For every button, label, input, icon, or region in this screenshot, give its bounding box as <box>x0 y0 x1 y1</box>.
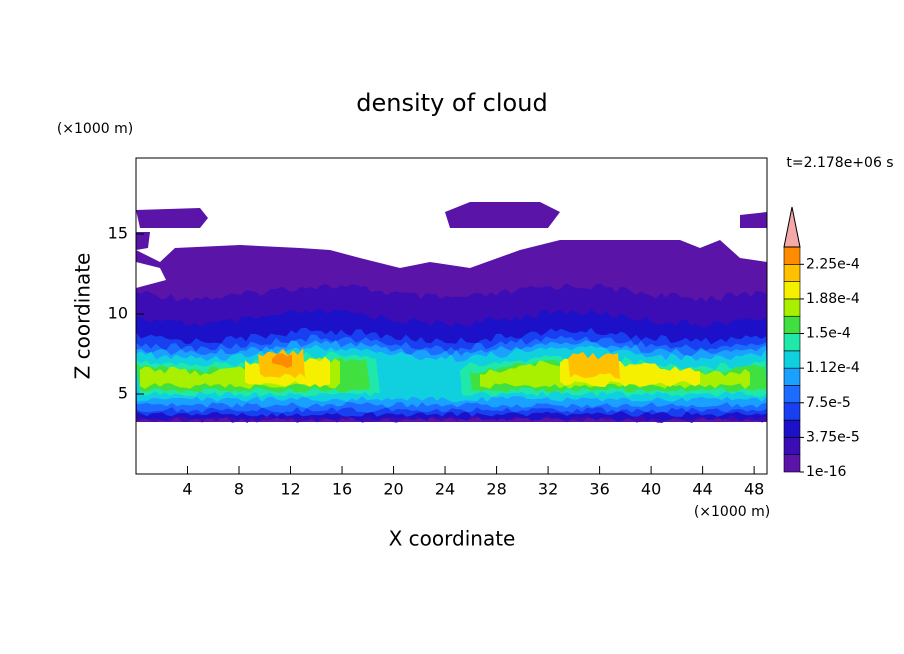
y-tick-label: 10 <box>108 304 128 323</box>
contour-band <box>272 353 292 369</box>
x-tick-label: 44 <box>692 480 712 499</box>
colorbar-band <box>783 367 801 386</box>
contour-band <box>136 262 166 288</box>
colorbar-band <box>783 264 801 282</box>
x-tick-label: 32 <box>538 480 558 499</box>
colorbar: 1e-16 3.75e-5 7.5e-5 1.12e-4 1.5e-4 1.88e-4 2.… <box>783 206 860 480</box>
colorbar-band <box>783 333 801 352</box>
colorbar-tick-label: 1.12e-4 <box>806 360 860 376</box>
colorbar-tick-label: 3.75e-5 <box>806 429 860 445</box>
x-unit: (×1000 m) <box>694 504 770 520</box>
x-tick-label: 36 <box>589 480 609 499</box>
colorbar-band <box>783 402 801 421</box>
colorbar-tick-label: 1e-16 <box>806 464 846 480</box>
colorbar-extend <box>783 206 801 248</box>
x-axis-label: X coordinate <box>389 527 516 551</box>
colorbar-tick-label: 7.5e-5 <box>806 395 851 411</box>
contour-band <box>740 212 767 228</box>
colorbar-band <box>783 281 801 300</box>
contour-band <box>568 351 620 379</box>
colorbar-band <box>783 419 801 438</box>
x-tick-label: 24 <box>435 480 455 499</box>
contour-field <box>136 202 767 423</box>
y-axis-label: Z coordinate <box>71 253 95 380</box>
x-tick-label: 8 <box>234 480 244 499</box>
contour-band <box>445 202 560 228</box>
colorbar-tick-label: 2.25e-4 <box>806 256 860 272</box>
plot-frame <box>135 157 768 475</box>
colorbar-band <box>783 454 801 473</box>
colorbar-band <box>783 298 801 317</box>
x-tick-label: 4 <box>182 480 192 499</box>
colorbar-band <box>783 350 801 369</box>
y-tick-label: 5 <box>118 384 128 403</box>
contour-band <box>136 208 208 228</box>
x-tick-label: 40 <box>641 480 661 499</box>
x-tick-label: 12 <box>280 480 300 499</box>
colorbar-tick-label: 1.5e-4 <box>806 326 851 342</box>
colorbar-band <box>783 437 801 455</box>
contour-band <box>136 232 150 250</box>
y-unit: (×1000 m) <box>57 121 133 137</box>
x-tick-label: 48 <box>744 480 764 499</box>
chart-title: density of cloud <box>356 89 547 117</box>
x-tick-label: 16 <box>332 480 352 499</box>
x-tick-label: 28 <box>486 480 506 499</box>
colorbar-tick-label: 1.88e-4 <box>806 291 860 307</box>
time-label: t=2.178e+06 s <box>786 155 893 171</box>
colorbar-band <box>783 246 801 265</box>
x-tick-label: 20 <box>383 480 403 499</box>
colorbar-band <box>783 315 801 334</box>
colorbar-band <box>783 385 801 404</box>
y-tick-label: 15 <box>108 224 128 243</box>
